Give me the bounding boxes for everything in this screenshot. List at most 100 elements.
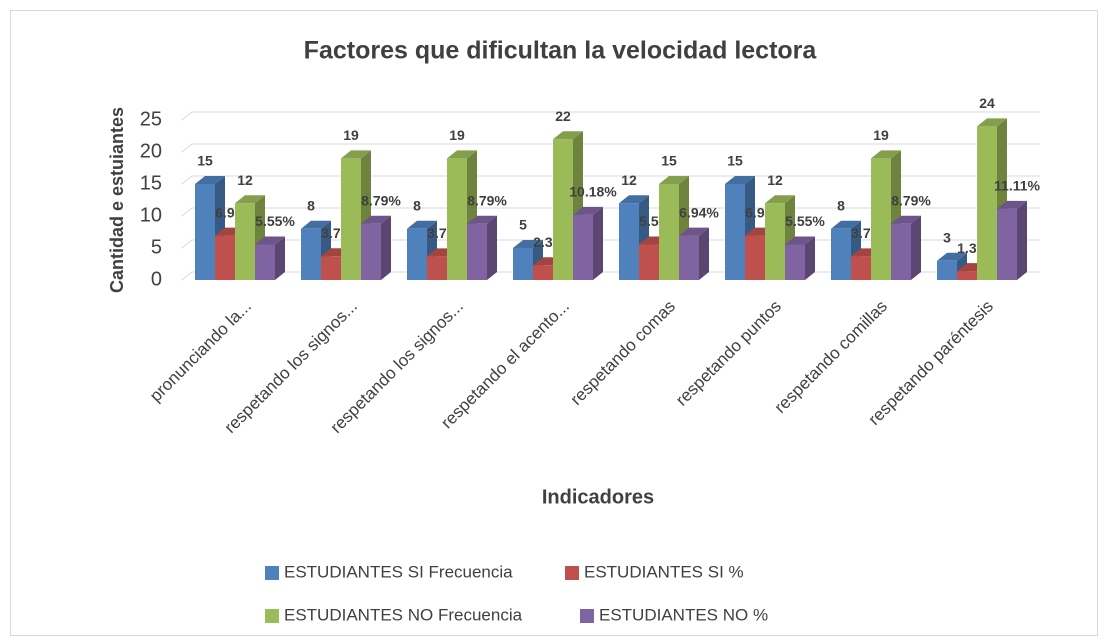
bar-top <box>997 200 1027 209</box>
bar <box>659 184 679 280</box>
y-tick-label: 10 <box>140 204 162 226</box>
bar <box>765 203 785 280</box>
bar <box>745 235 765 280</box>
bar <box>957 271 977 280</box>
bar-top <box>659 176 689 184</box>
bar-top <box>679 227 709 236</box>
bar <box>871 158 891 280</box>
bar <box>725 184 745 280</box>
bar-top <box>553 131 583 140</box>
grid-line <box>181 111 1040 121</box>
bar-top <box>619 195 649 204</box>
bar-side <box>911 215 921 280</box>
bar <box>513 248 533 280</box>
legend-label: ESTUDIANTES NO % <box>599 605 768 624</box>
bar-top <box>341 150 371 159</box>
data-label: 8.79% <box>891 192 931 208</box>
data-label: 22 <box>555 108 571 124</box>
data-label: 24 <box>979 95 995 111</box>
data-label: 8.79% <box>467 192 507 208</box>
bar-side <box>805 236 815 280</box>
data-label: 15 <box>661 153 677 169</box>
bar <box>997 208 1017 280</box>
bar <box>831 228 851 280</box>
grid-line <box>181 207 1040 217</box>
grid-line <box>181 143 1040 153</box>
bar <box>851 256 871 280</box>
bar <box>255 244 275 280</box>
legend-label: ESTUDIANTES SI % <box>584 562 744 581</box>
y-tick-label: 25 <box>140 108 162 130</box>
bar-top <box>871 150 901 159</box>
bar <box>361 223 381 280</box>
bar <box>553 139 573 280</box>
bar-top <box>467 215 497 224</box>
data-label: 10.18% <box>569 184 617 200</box>
chart-border <box>10 10 1098 636</box>
bar-top <box>937 252 967 261</box>
bar <box>467 223 487 280</box>
bar <box>639 244 659 280</box>
y-tick-label: 15 <box>140 172 162 194</box>
data-label: 15 <box>727 153 743 169</box>
data-label: 3 <box>943 230 951 246</box>
data-label: 19 <box>343 127 359 143</box>
bar <box>891 223 911 280</box>
bar-top <box>785 236 815 245</box>
bar <box>321 256 341 280</box>
y-tick-label: 20 <box>140 140 162 162</box>
y-axis-label: Cantidad e estuiantes <box>107 107 127 293</box>
bar-top <box>573 206 603 215</box>
bar-side <box>381 215 391 280</box>
data-label: 15 <box>197 153 213 169</box>
bar-top <box>831 220 861 229</box>
data-label: 5.55% <box>785 213 825 229</box>
data-label: 8 <box>837 198 845 214</box>
data-label: 12 <box>621 172 637 188</box>
data-label: 19 <box>449 127 465 143</box>
data-label: 8 <box>413 198 421 214</box>
bar-top <box>235 195 265 204</box>
data-label: 12 <box>767 172 783 188</box>
bar-top <box>447 150 477 159</box>
legend-label: ESTUDIANTES NO Frecuencia <box>284 605 523 624</box>
data-label: 6.94% <box>679 204 719 220</box>
bar <box>341 158 361 280</box>
data-label: 5.55% <box>255 213 295 229</box>
bar-top <box>765 195 795 204</box>
bar <box>447 158 467 280</box>
bar-top <box>891 215 921 224</box>
bar-top <box>725 176 755 184</box>
bar-side <box>593 206 603 280</box>
bar-top <box>407 220 437 229</box>
data-label: 11.11% <box>994 178 1040 194</box>
bar <box>619 203 639 280</box>
bar <box>407 228 427 280</box>
bar <box>215 235 235 280</box>
legend-swatch <box>265 609 279 623</box>
data-label: 5 <box>519 217 527 233</box>
bar <box>235 203 255 280</box>
grid-line <box>181 175 1040 185</box>
bar-top <box>301 220 331 229</box>
bar <box>301 228 321 280</box>
bar <box>785 244 805 280</box>
bar-top <box>513 240 543 248</box>
bar <box>977 126 997 281</box>
bar <box>937 260 957 280</box>
bar-side <box>699 227 709 280</box>
legend-swatch <box>580 609 594 623</box>
bar <box>573 214 593 280</box>
bar-top <box>195 176 225 184</box>
bar <box>427 256 447 280</box>
bar <box>533 265 553 280</box>
data-label: 8 <box>307 198 315 214</box>
bar-top <box>255 236 285 245</box>
x-axis-label: Indicadores <box>542 486 654 508</box>
data-label: 12 <box>237 172 253 188</box>
legend-label: ESTUDIANTES SI Frecuencia <box>284 562 513 581</box>
bar <box>195 184 215 280</box>
y-tick-label: 0 <box>151 268 162 290</box>
legend-swatch <box>565 566 579 580</box>
